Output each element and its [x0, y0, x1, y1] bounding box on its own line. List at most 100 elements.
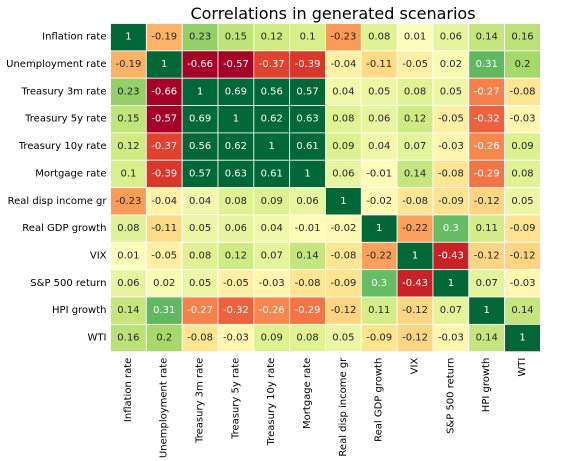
heatmap-cells: 1 -0.19 0.23 0.15 0.12 0.1 -0.23 0.08 0.01 0.06 0.… [110, 23, 541, 353]
heatmap-cell-r3-c9 [432, 105, 470, 134]
cell-value-label-r9-c4: -0.03 [259, 278, 285, 289]
cell-value-label-r4-c9: -0.03 [438, 141, 464, 152]
heatmap-cell-r3-c3 [217, 105, 255, 134]
row-tick-label-0: Inflation rate [42, 32, 106, 43]
cell-value-label-r3-c5: 0.63 [296, 114, 318, 125]
heatmap-cell-r1-c10 [468, 50, 506, 79]
heatmap-cell-r9-c1 [145, 269, 183, 298]
cell-value-label-r8-c2: 0.08 [189, 250, 211, 261]
cell-value-label-r6-c1: -0.04 [151, 196, 177, 207]
cell-value-label-r7-c1: -0.11 [151, 223, 177, 234]
cell-value-label-r6-c10: -0.12 [474, 196, 500, 207]
cell-value-label-r3-c9: -0.05 [438, 114, 464, 125]
cell-value-label-r1-c7: -0.11 [366, 59, 392, 70]
cell-value-label-r8-c3: 0.12 [225, 250, 247, 261]
heatmap-cell-r5-c11 [504, 159, 541, 189]
cell-value-label-r7-c10: 0.11 [476, 223, 498, 234]
cell-value-label-r6-c2: 0.04 [189, 196, 211, 207]
cell-value-label-r5-c8: 0.14 [404, 168, 426, 179]
cell-value-label-r1-c8: -0.05 [402, 59, 428, 70]
row-tick-label-2: Treasury 3m rate [20, 86, 106, 97]
cell-value-label-r1-c1: 1 [161, 59, 167, 70]
column-tick-label-10: HPI growth [481, 358, 492, 412]
cell-value-label-r9-c8: -0.43 [402, 278, 428, 289]
row-tick-label-10: HPI growth [52, 305, 106, 316]
heatmap-cell-r10-c0 [110, 296, 147, 325]
heatmap-cell-r7-c2 [181, 214, 219, 243]
heatmap-cell-r4-c7 [360, 132, 398, 161]
cell-value-label-r4-c2: 0.56 [189, 141, 211, 152]
cell-value-label-r11-c4: 0.09 [261, 333, 283, 344]
heatmap-cell-r6-c1 [145, 187, 183, 216]
heatmap-cell-r1-c1 [145, 50, 183, 79]
cell-value-label-r3-c1: -0.57 [151, 114, 177, 125]
cell-value-label-r1-c0: -0.19 [115, 59, 141, 70]
cell-value-label-r11-c2: -0.08 [187, 333, 213, 344]
heatmap-cell-r1-c8 [396, 50, 434, 79]
cell-value-label-r5-c0: 0.1 [120, 168, 136, 179]
column-tick-label-8: VIX [410, 358, 421, 375]
cell-value-label-r5-c5: 1 [304, 168, 310, 179]
cell-value-label-r0-c11: 0.16 [511, 32, 533, 43]
cell-value-label-r7-c7: 1 [376, 223, 382, 234]
cell-value-label-r7-c3: 0.06 [225, 223, 247, 234]
heatmap-cell-r3-c0 [110, 105, 147, 134]
heatmap-cell-r6-c5 [289, 187, 326, 216]
cell-value-label-r1-c4: -0.37 [259, 59, 285, 70]
cell-value-label-r10-c11: 0.14 [511, 305, 533, 316]
heatmap-cell-r8-c1 [145, 241, 183, 271]
cell-value-label-r8-c8: 1 [412, 250, 418, 261]
column-tick-label-1: Unemployment rate [159, 358, 170, 458]
heatmap-cell-r0-c5 [289, 23, 326, 52]
cell-value-label-r8-c1: -0.05 [151, 250, 177, 261]
cell-value-label-r11-c1: 0.2 [156, 333, 172, 344]
cell-value-label-r4-c11: 0.09 [511, 141, 533, 152]
cell-value-label-r4-c1: -0.37 [151, 141, 177, 152]
cell-value-label-r11-c0: 0.16 [117, 333, 139, 344]
cell-value-label-r6-c0: -0.23 [115, 196, 141, 207]
cell-value-label-r9-c10: 0.07 [476, 278, 498, 289]
heatmap-cell-r8-c0 [110, 241, 147, 271]
heatmap-cell-r5-c5 [289, 159, 326, 189]
heatmap-cell-r11-c10 [468, 323, 506, 353]
cell-value-label-r11-c6: 0.05 [332, 333, 354, 344]
heatmap-cell-r1-c5 [289, 50, 326, 79]
cell-value-label-r10-c9: 0.07 [440, 305, 462, 316]
cell-value-label-r6-c5: 0.06 [296, 196, 318, 207]
cell-value-label-r9-c5: -0.08 [295, 278, 321, 289]
cell-value-label-r8-c4: 0.07 [261, 250, 283, 261]
cell-value-label-r2-c11: -0.08 [510, 86, 536, 97]
cell-value-label-r5-c11: 0.08 [511, 168, 533, 179]
cell-value-label-r10-c10: 1 [484, 305, 490, 316]
cell-value-label-r9-c9: 1 [448, 278, 454, 289]
heatmap-cell-r7-c4 [253, 214, 291, 243]
cell-value-label-r8-c11: -0.12 [510, 250, 536, 261]
heatmap-cell-r9-c9 [432, 269, 470, 298]
heatmap-cell-r5-c7 [360, 159, 398, 189]
cell-value-label-r5-c4: 0.61 [261, 168, 283, 179]
cell-value-label-r4-c10: -0.26 [474, 141, 500, 152]
heatmap-cell-r9-c11 [504, 269, 541, 298]
cell-value-label-r3-c10: -0.32 [474, 114, 500, 125]
heatmap-cell-r7-c6 [325, 214, 362, 243]
heatmap-cell-r1-c11 [504, 50, 541, 79]
heatmap-cell-r5-c9 [432, 159, 470, 189]
cell-value-label-r10-c8: -0.12 [402, 305, 428, 316]
column-tick-label-11: WTI [517, 358, 528, 377]
heatmap-cell-r3-c11 [504, 105, 541, 134]
cell-value-label-r11-c10: 0.14 [476, 333, 498, 344]
heatmap-cell-r2-c3 [217, 77, 255, 106]
cell-value-label-r2-c5: 0.57 [296, 86, 318, 97]
heatmap-cell-r10-c3 [217, 296, 255, 325]
heatmap-cell-r10-c7 [360, 296, 398, 325]
heatmap-cell-r10-c11 [504, 296, 541, 325]
cell-value-label-r4-c7: 0.04 [368, 141, 390, 152]
cell-value-label-r2-c0: 0.23 [117, 86, 139, 97]
heatmap-cell-r7-c3 [217, 214, 255, 243]
cell-value-label-r10-c2: -0.27 [187, 305, 213, 316]
cell-value-label-r11-c8: -0.12 [402, 333, 428, 344]
cell-value-label-r1-c11: 0.2 [515, 59, 531, 70]
heatmap-cell-r11-c5 [289, 323, 326, 353]
cell-value-label-r7-c11: -0.09 [510, 223, 536, 234]
heatmap-cell-r9-c6 [325, 269, 362, 298]
